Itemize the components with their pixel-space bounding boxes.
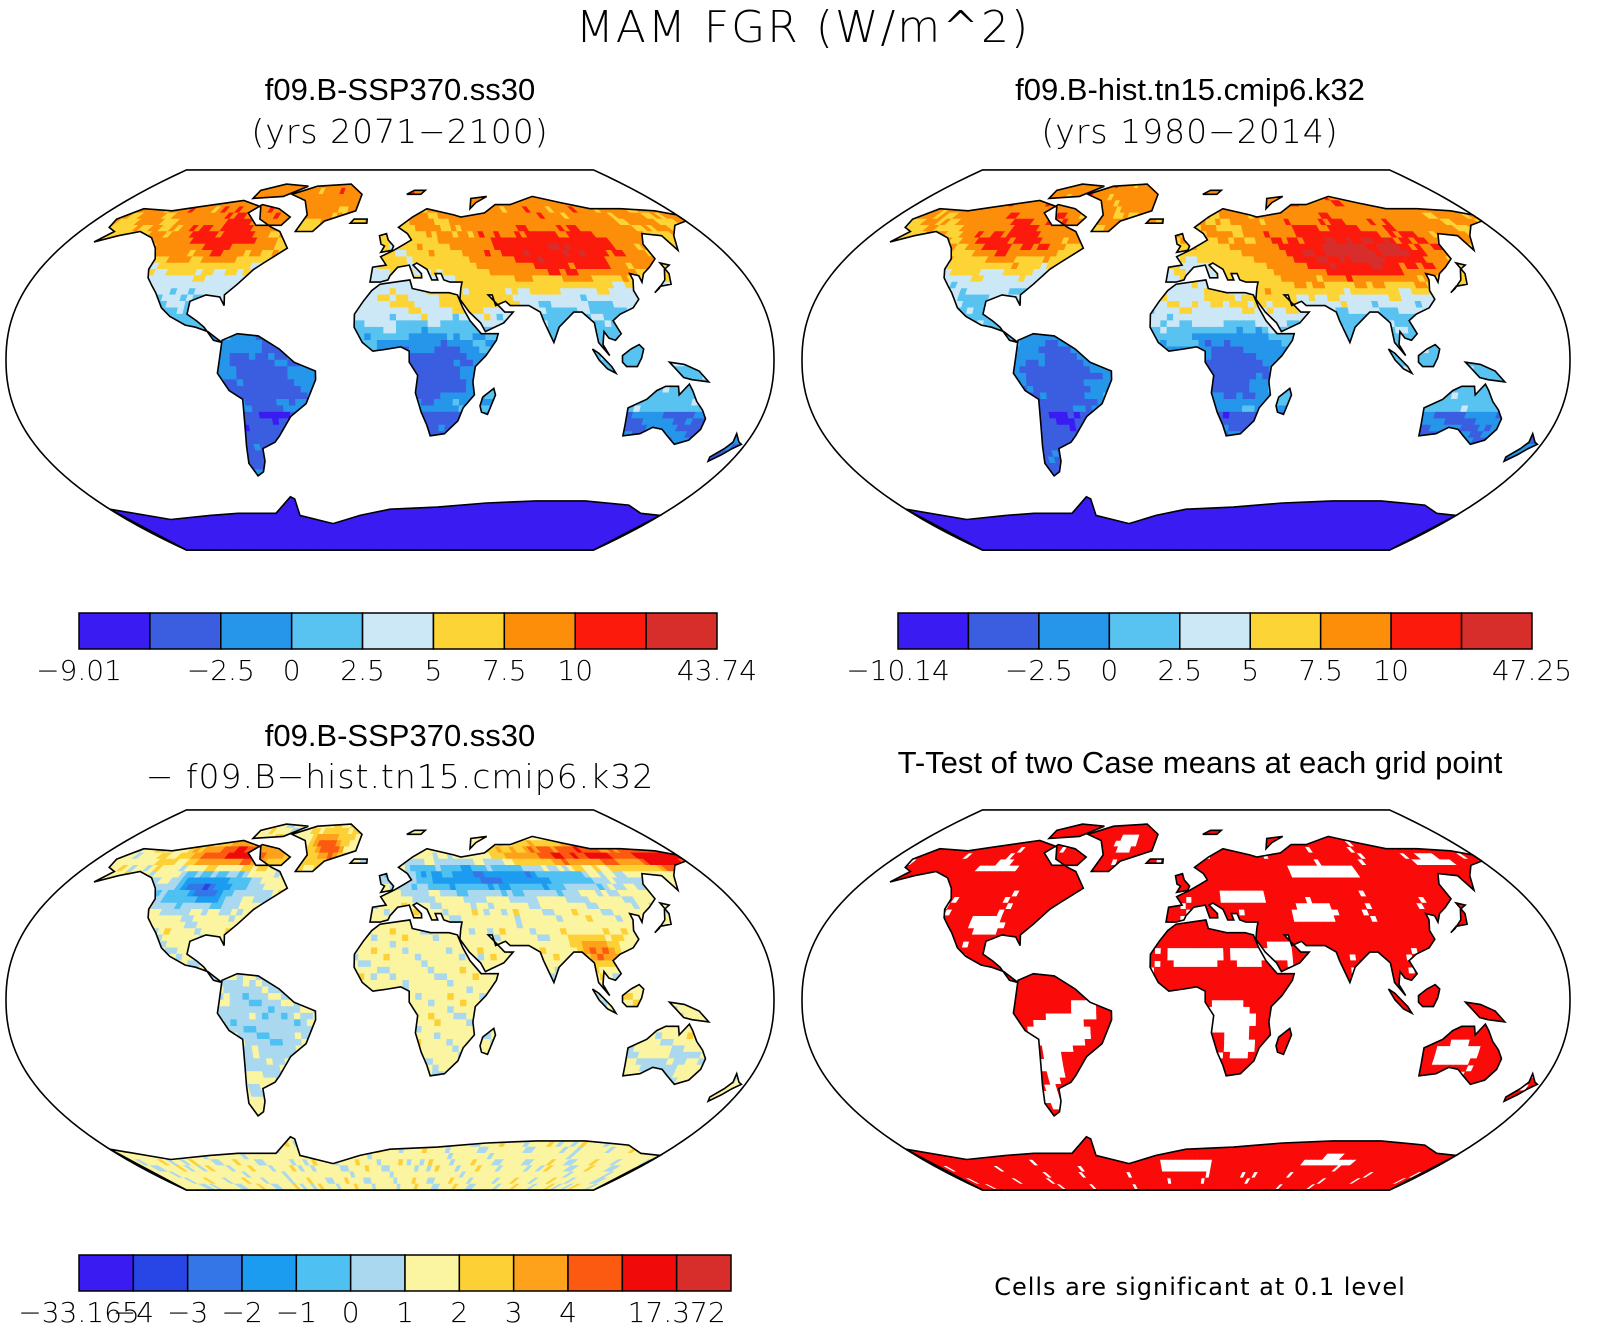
- colorbar-swatch: [622, 1255, 676, 1291]
- colorbar-swatch: [459, 1255, 513, 1291]
- colorbar-tick-label: −3: [167, 1296, 208, 1329]
- colorbar-swatch: [1462, 613, 1532, 649]
- colorbar-swatch: [1391, 613, 1461, 649]
- colorbar-swatch: [1321, 613, 1391, 649]
- colorbar-tick-label: −10.14: [846, 654, 950, 687]
- colorbar-tick-label: 3: [505, 1296, 523, 1329]
- colorbar-tick-label: 0: [283, 654, 301, 687]
- colorbar-swatch: [646, 613, 717, 649]
- panel3-map: [0, 800, 780, 1200]
- colorbar-tick-label: 5: [425, 654, 443, 687]
- colorbar-tick-label: 2.5: [1158, 654, 1203, 687]
- colorbar-swatch: [79, 1255, 133, 1291]
- colorbar-swatch: [568, 1255, 622, 1291]
- colorbar-tick-label: −1: [276, 1296, 317, 1329]
- panel2-map: [796, 160, 1576, 560]
- panel3-title: f09.B-SSP370.ss30: [30, 718, 770, 754]
- colorbar-tick-label: 2: [450, 1296, 468, 1329]
- panel1-title: f09.B-SSP370.ss30: [30, 72, 770, 108]
- panel3-subtitle: − f09.B−hist.tn15.cmip6.k32: [30, 757, 770, 796]
- colorbar-tick-label: 0: [1100, 654, 1118, 687]
- colorbar-swatch: [133, 1255, 187, 1291]
- colorbar-swatch: [221, 613, 292, 649]
- colorbar-swatch: [363, 613, 434, 649]
- panel4-map: [796, 800, 1576, 1200]
- colorbar-swatch: [677, 1255, 731, 1291]
- colorbar-swatch: [351, 1255, 405, 1291]
- colorbar-swatch: [405, 1255, 459, 1291]
- panel1-map: [0, 160, 780, 560]
- colorbar-tick-label: 5: [1241, 654, 1259, 687]
- figure-title: MAM FGR (W/m^2): [0, 2, 1606, 53]
- colorbar-swatch: [514, 1255, 568, 1291]
- colorbar-swatch: [1039, 613, 1109, 649]
- colorbar-tick-label: 10: [557, 654, 593, 687]
- colorbar-swatch: [292, 613, 363, 649]
- colorbar-tick-label: 7.5: [1298, 654, 1343, 687]
- colorbar-tick-label: −4: [113, 1296, 154, 1329]
- colorbar-tick-label: 10: [1373, 654, 1409, 687]
- colorbar-swatch: [79, 613, 150, 649]
- colorbar-swatch: [1250, 613, 1320, 649]
- colorbar-tick-label: 0: [342, 1296, 360, 1329]
- panel2-title: f09.B-hist.tn15.cmip6.k32: [820, 72, 1560, 108]
- colorbar-swatch: [968, 613, 1038, 649]
- colorbar-swatch: [1180, 613, 1250, 649]
- colorbar-tick-label: 1: [396, 1296, 414, 1329]
- colorbar-swatch: [150, 613, 221, 649]
- colorbar-tick-label: 17.372: [628, 1296, 726, 1329]
- colorbar-tick-label: −2: [221, 1296, 262, 1329]
- colorbar-swatch: [504, 613, 575, 649]
- colorbar-tick-label: 2.5: [340, 654, 385, 687]
- colorbar-tick-label: 43.74: [677, 654, 757, 687]
- colorbar-tick-label: −2.5: [187, 654, 255, 687]
- colorbar-tick-label: 4: [559, 1296, 577, 1329]
- colorbar-swatch: [296, 1255, 350, 1291]
- panel1-subtitle: (yrs 2071−2100): [30, 112, 770, 151]
- colorbar-swatch: [1109, 613, 1179, 649]
- panel2-subtitle: (yrs 1980−2014): [820, 112, 1560, 151]
- colorbar-swatch: [433, 613, 504, 649]
- panel4-title: T-Test of two Case means at each grid po…: [820, 745, 1580, 781]
- significance-note: Cells are significant at 0.1 level: [820, 1273, 1580, 1301]
- colorbar-swatch: [898, 613, 968, 649]
- colorbar-tick-label: −9.01: [36, 654, 122, 687]
- colorbar-swatch: [242, 1255, 296, 1291]
- colorbar-tick-label: 7.5: [482, 654, 527, 687]
- colorbar-tick-label: 47.25: [1492, 654, 1572, 687]
- colorbar-swatch: [188, 1255, 242, 1291]
- colorbar-swatch: [575, 613, 646, 649]
- colorbar-tick-label: −2.5: [1005, 654, 1073, 687]
